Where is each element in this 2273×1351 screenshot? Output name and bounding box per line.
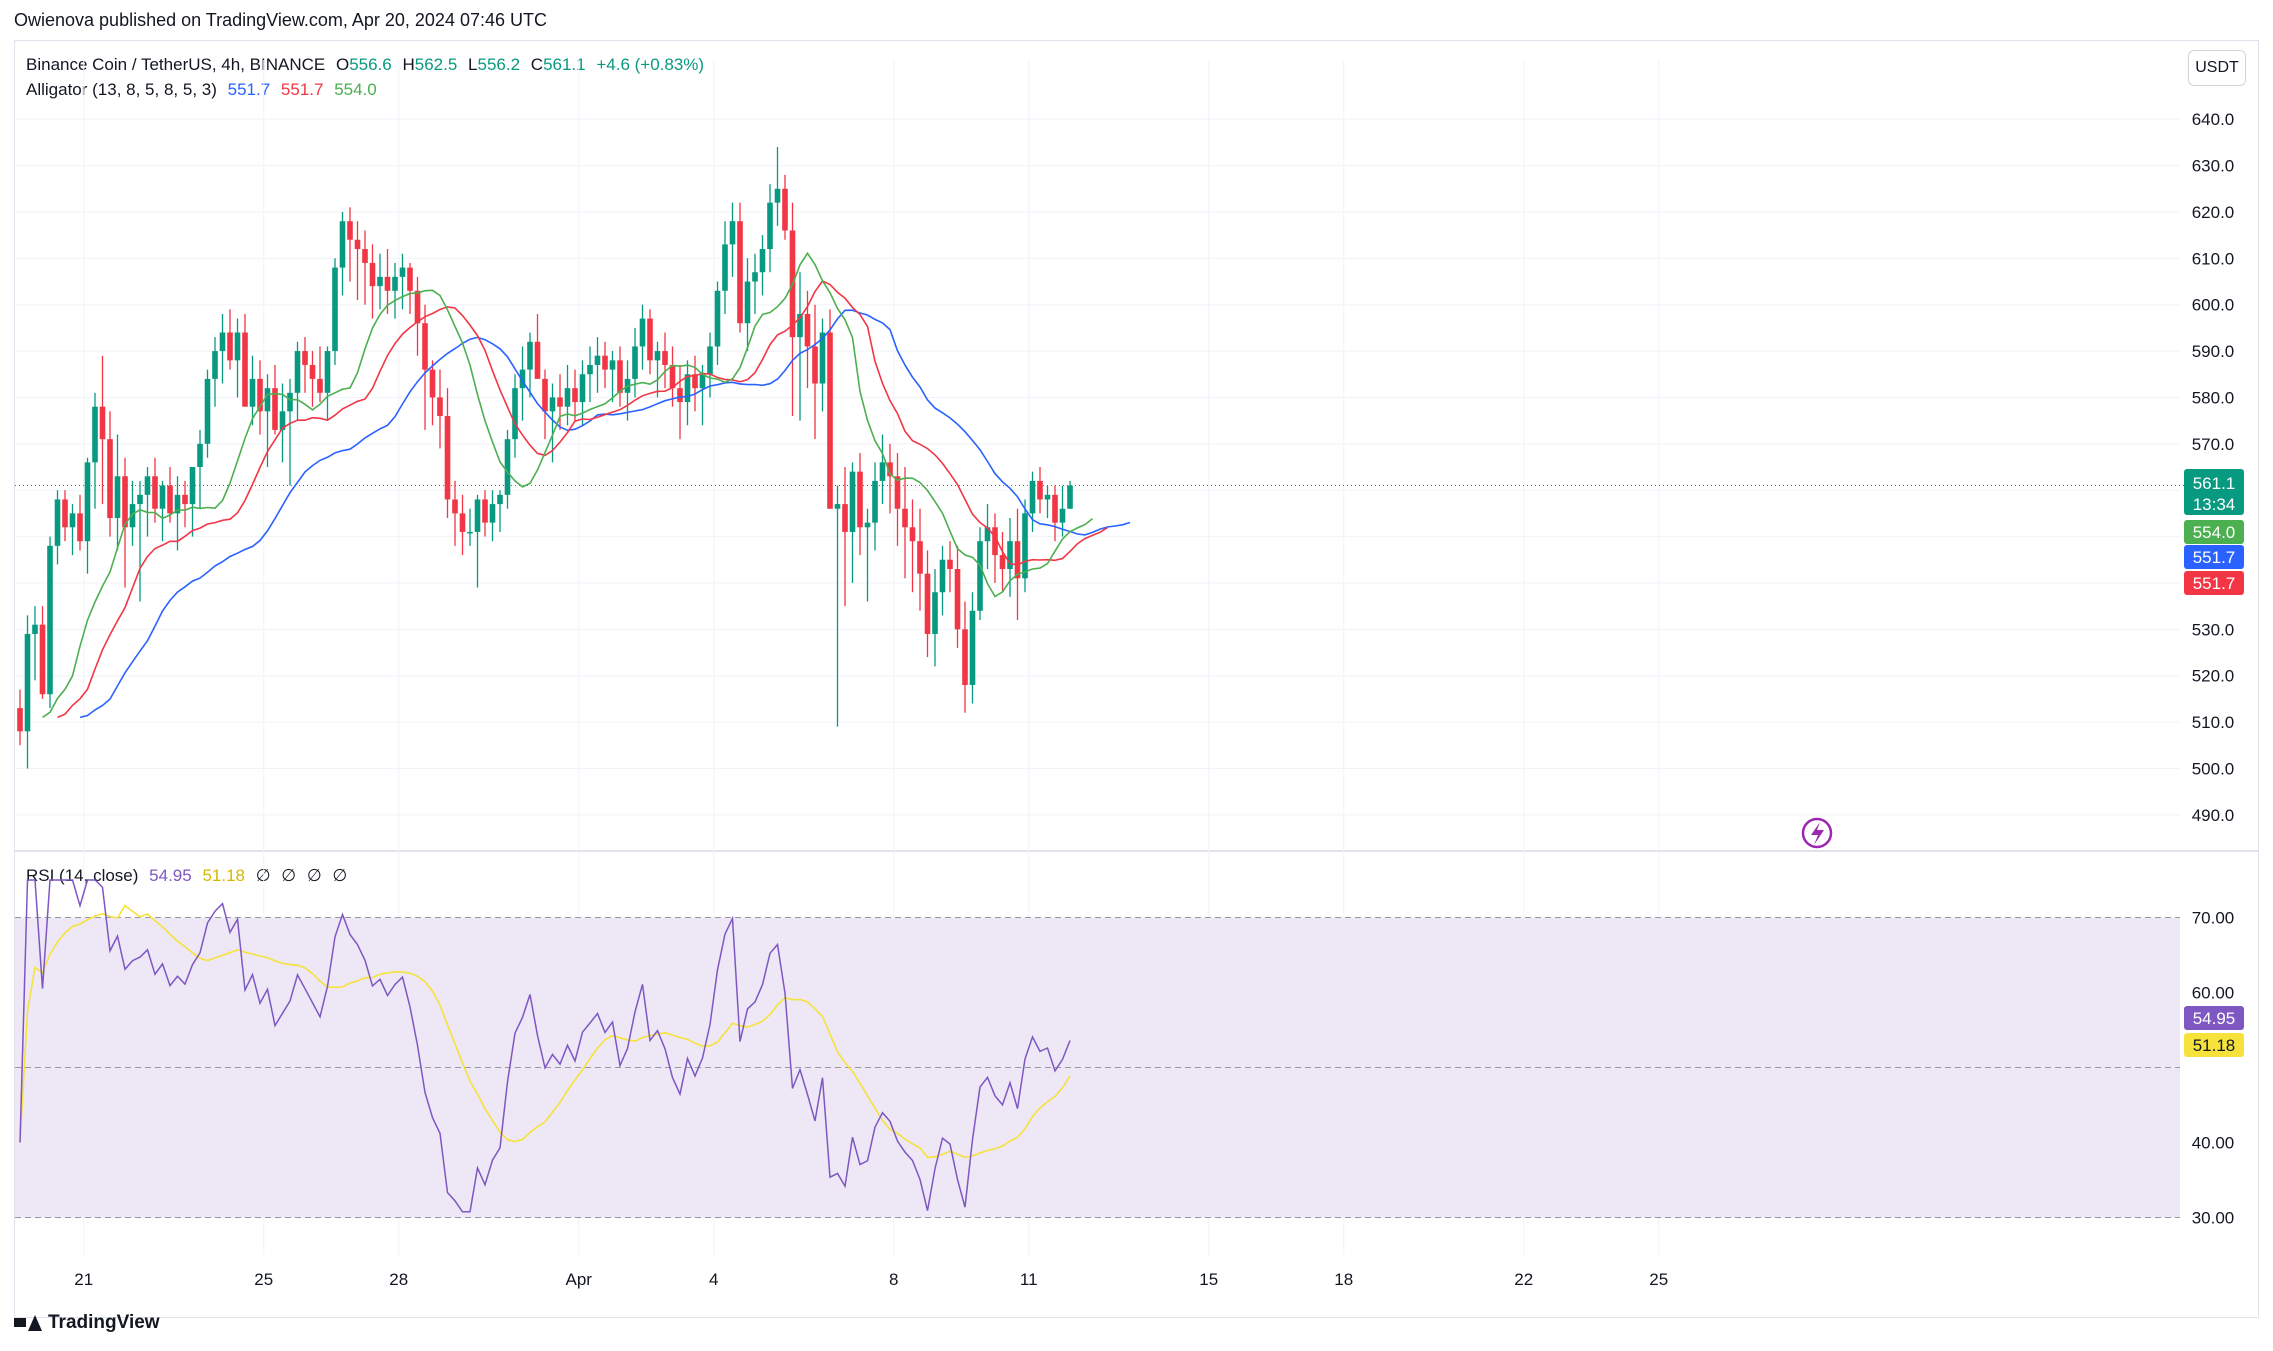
symbol-legend[interactable]: Binance Coin / TetherUS, 4h, BINANCE O55… xyxy=(26,55,710,75)
rsi-extra-4: ∅ xyxy=(332,866,348,885)
alligator-teeth-value: 551.7 xyxy=(280,80,324,99)
alligator-name: Alligator (13, 8, 5, 8, 5, 3) xyxy=(26,80,217,99)
open-value: 556.6 xyxy=(349,55,392,74)
alligator-jaw-value: 551.7 xyxy=(227,80,271,99)
rsi-value: 54.95 xyxy=(149,866,192,885)
symbol-name: Binance Coin / TetherUS, 4h, BINANCE xyxy=(26,55,326,74)
rsi-extra-3: ∅ xyxy=(306,866,322,885)
rsi-name: RSI (14, close) xyxy=(26,866,139,885)
low-label: L xyxy=(468,55,478,74)
high-value: 562.5 xyxy=(414,55,458,74)
rsi-extra-1: ∅ xyxy=(255,866,271,885)
change-value: +4.6 (+0.83%) xyxy=(596,55,705,74)
alligator-legend[interactable]: Alligator (13, 8, 5, 8, 5, 3) 551.7 551.… xyxy=(26,80,383,100)
tradingview-brand: TradingView xyxy=(14,1312,160,1334)
tradingview-logo-icon xyxy=(14,1315,42,1331)
low-value: 556.2 xyxy=(477,55,521,74)
open-label: O xyxy=(335,55,350,74)
published-line: Owienova published on TradingView.com, A… xyxy=(14,10,547,30)
currency-button[interactable]: USDT xyxy=(2188,50,2246,86)
rsi-extra-2: ∅ xyxy=(281,866,297,885)
rsi-legend[interactable]: RSI (14, close) 54.95 51.18 ∅ ∅ ∅ ∅ xyxy=(26,866,353,886)
close-value: 561.1 xyxy=(543,55,586,74)
close-label: C xyxy=(530,55,544,74)
chart-frame xyxy=(14,40,2259,1318)
rsi-ma-value: 51.18 xyxy=(202,866,245,885)
high-label: H xyxy=(402,55,415,74)
alligator-lips-value: 554.0 xyxy=(334,80,377,99)
brand-text: TradingView xyxy=(48,1312,160,1333)
